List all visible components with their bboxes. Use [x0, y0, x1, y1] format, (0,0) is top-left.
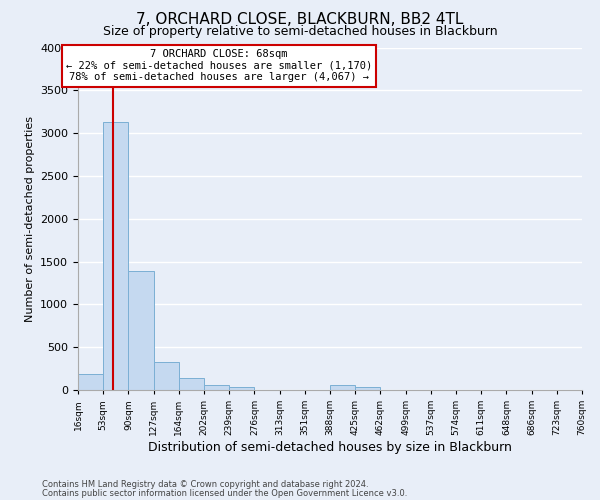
Bar	[154, 362, 179, 390]
Text: Contains public sector information licensed under the Open Government Licence v3: Contains public sector information licen…	[42, 488, 407, 498]
X-axis label: Distribution of semi-detached houses by size in Blackburn: Distribution of semi-detached houses by …	[148, 441, 512, 454]
Y-axis label: Number of semi-detached properties: Number of semi-detached properties	[25, 116, 35, 322]
Text: 7 ORCHARD CLOSE: 68sqm
← 22% of semi-detached houses are smaller (1,170)
78% of : 7 ORCHARD CLOSE: 68sqm ← 22% of semi-det…	[66, 49, 372, 82]
Text: Contains HM Land Registry data © Crown copyright and database right 2024.: Contains HM Land Registry data © Crown c…	[42, 480, 368, 489]
Bar	[78, 374, 103, 390]
Text: Size of property relative to semi-detached houses in Blackburn: Size of property relative to semi-detach…	[103, 25, 497, 38]
Bar	[128, 271, 154, 390]
Bar	[103, 122, 128, 390]
Bar	[204, 385, 229, 390]
Bar	[229, 388, 254, 390]
Bar	[179, 378, 204, 390]
Bar	[330, 385, 355, 390]
Bar	[355, 388, 380, 390]
Text: 7, ORCHARD CLOSE, BLACKBURN, BB2 4TL: 7, ORCHARD CLOSE, BLACKBURN, BB2 4TL	[136, 12, 464, 28]
